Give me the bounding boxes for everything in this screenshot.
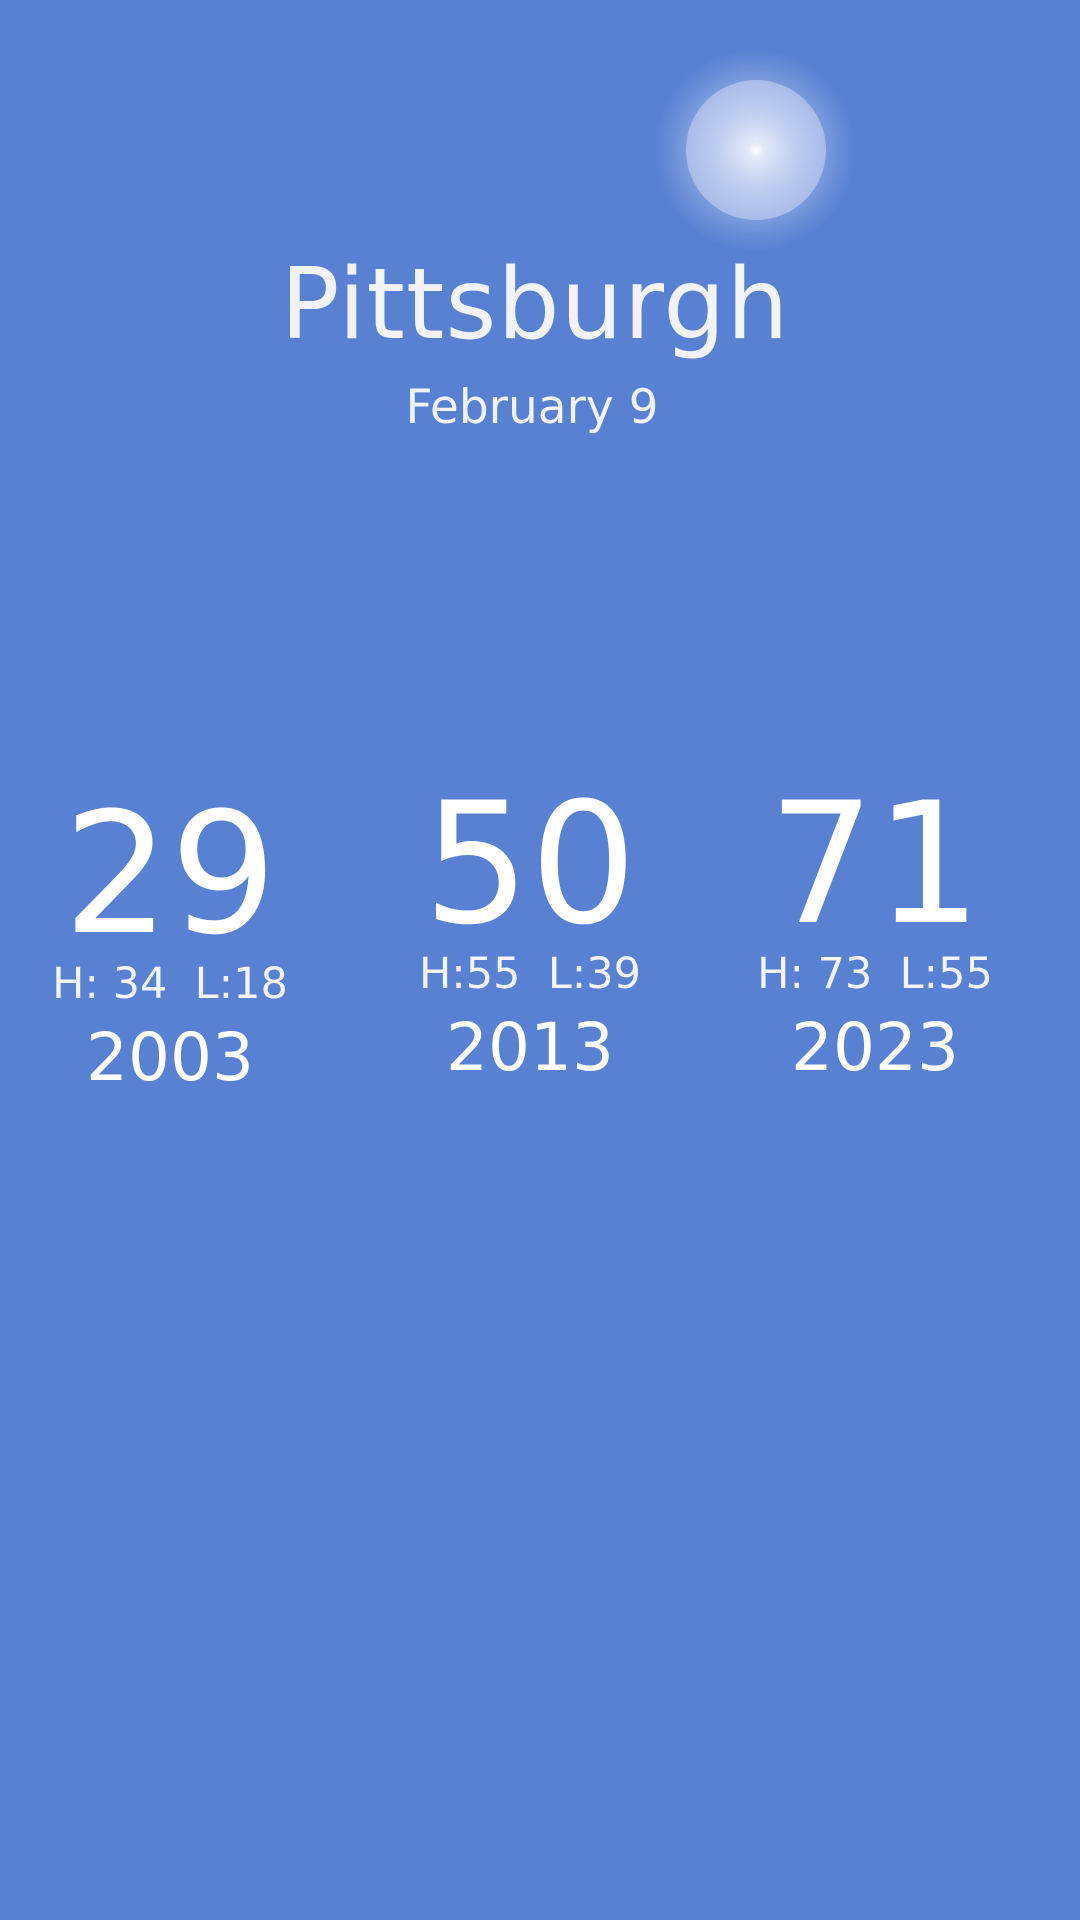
temperature-value: 71	[768, 766, 982, 962]
date-label: February 9	[405, 380, 659, 435]
high-low-label: H: 73 L:55	[757, 949, 993, 999]
year-column-2003: 29 H: 34 L:18 2003	[20, 790, 320, 1096]
city-name: Pittsburgh	[280, 248, 790, 362]
year-label: 2023	[791, 1009, 959, 1086]
temperature-value: 50	[423, 766, 637, 962]
year-column-2023: 71 H: 73 L:55 2023	[725, 780, 1025, 1086]
sun-icon	[686, 80, 826, 220]
high-low-label: H:55 L:39	[418, 949, 642, 999]
high-low-label: H: 34 L:18	[52, 959, 288, 1009]
year-label: 2003	[86, 1019, 254, 1096]
temperature-value: 29	[63, 776, 277, 972]
year-column-2013: 50 H:55 L:39 2013	[380, 780, 680, 1086]
year-label: 2013	[446, 1009, 614, 1086]
